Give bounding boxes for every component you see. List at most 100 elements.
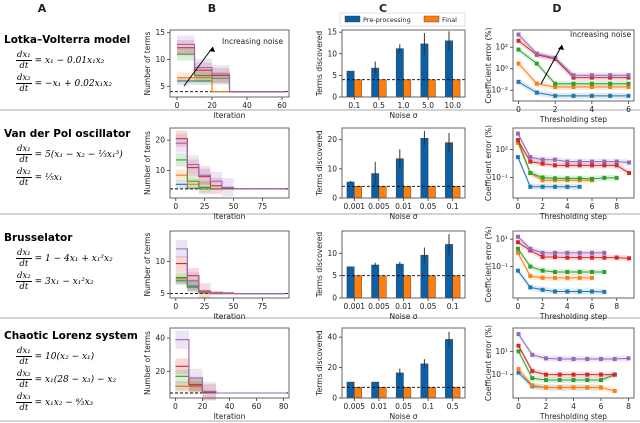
y-tick-label: 0	[332, 93, 337, 102]
bar-final	[427, 387, 436, 399]
confidence-band	[517, 239, 630, 262]
data-point	[590, 176, 595, 181]
data-point	[528, 285, 533, 290]
annotation-arrow	[540, 44, 563, 85]
data-point	[590, 269, 595, 274]
y-tick-label: 20	[327, 135, 337, 144]
data-point	[530, 376, 535, 381]
y-tick-label: 10	[155, 55, 165, 64]
bar-pre-processing	[371, 264, 380, 299]
y-tick-label: 15	[155, 28, 165, 37]
data-point	[515, 131, 520, 136]
annotation-arrow	[183, 46, 214, 87]
y-tick-label: 20	[155, 367, 165, 376]
bar-pre-processing	[346, 70, 355, 98]
plot-frame	[341, 29, 466, 98]
data-point	[565, 250, 570, 255]
data-point	[565, 184, 570, 189]
data-point	[516, 38, 521, 43]
data-point	[552, 250, 557, 255]
bar-pre-processing	[346, 266, 355, 299]
plot-frame	[169, 29, 290, 98]
x-tick-label: 6	[626, 105, 631, 114]
x-tick-label: 0	[516, 202, 521, 211]
data-point	[540, 250, 545, 255]
data-point	[540, 254, 545, 259]
data-point	[626, 85, 631, 90]
y-tick-label: 10	[327, 249, 337, 258]
series-line	[517, 270, 605, 293]
data-point	[577, 250, 582, 255]
x-tick-label: 0.5	[447, 402, 459, 411]
data-point	[540, 175, 545, 180]
data-point	[577, 289, 582, 294]
equation: dx₃ dt = x₁x₂ − ⁸⁄₃x₃	[16, 392, 94, 413]
bar-pre-processing	[395, 48, 404, 98]
data-point	[557, 357, 562, 362]
data-point	[602, 269, 607, 274]
x-axis-label: Iteration	[214, 312, 246, 321]
equation: dx₂ dt = ⅕x₁	[16, 167, 63, 188]
x-tick-label: 0.005	[368, 302, 390, 311]
x-tick-label: 20	[198, 402, 208, 411]
y-tick-label: 10⁻²	[491, 86, 508, 95]
x-axis-label: Thresholding step	[539, 412, 607, 421]
data-point	[577, 255, 582, 260]
x-tick-label: 0.01	[395, 302, 412, 311]
bar-pre-processing	[445, 339, 453, 399]
y-axis-label: Terms discovered	[315, 232, 324, 299]
bar-final	[378, 275, 387, 299]
y-tick-label: 20	[327, 363, 337, 372]
x-axis-label: Noise σ	[390, 212, 418, 221]
data-point	[534, 51, 539, 56]
data-point	[626, 356, 631, 361]
data-point	[528, 274, 533, 279]
series-line	[517, 133, 630, 164]
data-point	[614, 175, 619, 180]
legend-label: Pre-processing	[363, 16, 411, 24]
plot-frame	[512, 230, 635, 299]
data-point	[515, 140, 520, 145]
data-point	[602, 250, 607, 255]
x-tick-label: 25	[200, 302, 210, 311]
data-point	[516, 47, 521, 52]
data-point	[627, 256, 632, 261]
data-point	[540, 287, 545, 292]
data-point	[565, 163, 570, 168]
data-point	[528, 159, 533, 164]
data-point	[544, 372, 548, 377]
x-tick-label: 0.1	[348, 101, 360, 110]
y-tick-label: 10⁻¹	[491, 173, 508, 182]
confidence-band	[517, 154, 580, 190]
x-tick-label: 40	[242, 101, 252, 110]
data-point	[614, 255, 619, 260]
equation: dx₁ dt = 10(x₂ − x₁)	[16, 346, 95, 367]
data-point	[571, 75, 576, 80]
y-tick-label: 0	[332, 194, 337, 203]
x-axis-label: Thresholding step	[539, 312, 607, 321]
x-tick-label: 0	[516, 302, 521, 311]
data-point	[589, 81, 594, 86]
y-tick-label: 40	[327, 333, 337, 342]
data-point	[565, 275, 570, 280]
data-point	[626, 75, 631, 80]
y-axis-label: Number of terms	[143, 131, 152, 195]
equation: dx₁ dt = x₁ − 0.01x₁x₂	[16, 50, 105, 71]
bar-final	[427, 186, 436, 199]
data-point	[528, 246, 533, 251]
data-point	[602, 289, 607, 294]
series-line	[518, 40, 629, 79]
confidence-band	[517, 267, 605, 295]
data-point	[565, 289, 570, 294]
data-point	[608, 93, 613, 98]
confidence-band	[517, 130, 630, 166]
plot-frame	[341, 327, 466, 399]
y-tick-label: 5	[160, 82, 165, 91]
y-tick-label: 10	[327, 49, 337, 58]
data-point	[534, 81, 539, 86]
data-point	[565, 269, 570, 274]
x-tick-label: 6	[590, 202, 595, 211]
data-point	[515, 138, 520, 143]
y-axis-label: Terms discovered	[315, 130, 324, 197]
bar-final	[452, 186, 461, 199]
